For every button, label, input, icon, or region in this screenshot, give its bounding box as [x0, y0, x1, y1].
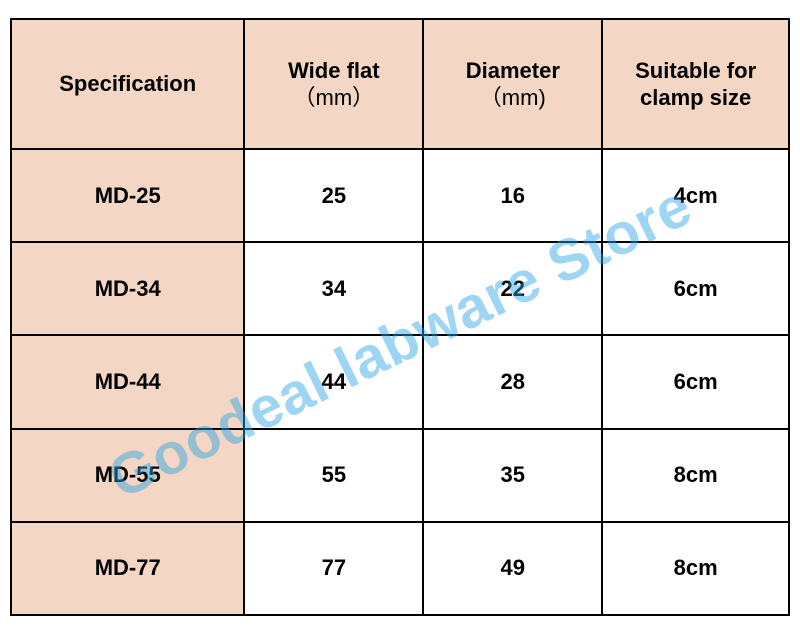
cell-spec: MD-44	[11, 335, 244, 428]
page-container: Specification Wide flat （mm） Diameter （m…	[0, 0, 800, 634]
cell-wide: 34	[244, 242, 423, 335]
header-diameter: Diameter （mm)	[423, 19, 602, 149]
cell-dia: 28	[423, 335, 602, 428]
header-wide-flat: Wide flat （mm）	[244, 19, 423, 149]
header-sub: （mm)	[480, 85, 546, 110]
cell-clamp: 8cm	[602, 522, 789, 615]
cell-dia: 22	[423, 242, 602, 335]
header-label: Diameter	[466, 58, 560, 83]
header-label: Suitable for clamp size	[635, 58, 756, 111]
cell-wide: 25	[244, 149, 423, 242]
cell-spec: MD-77	[11, 522, 244, 615]
cell-dia: 49	[423, 522, 602, 615]
cell-clamp: 6cm	[602, 335, 789, 428]
header-specification: Specification	[11, 19, 244, 149]
table-row: MD-34 34 22 6cm	[11, 242, 789, 335]
header-row: Specification Wide flat （mm） Diameter （m…	[11, 19, 789, 149]
spec-table: Specification Wide flat （mm） Diameter （m…	[10, 18, 790, 616]
cell-wide: 44	[244, 335, 423, 428]
table-row: MD-77 77 49 8cm	[11, 522, 789, 615]
cell-clamp: 8cm	[602, 429, 789, 522]
table-row: MD-25 25 16 4cm	[11, 149, 789, 242]
cell-spec: MD-25	[11, 149, 244, 242]
table-row: MD-55 55 35 8cm	[11, 429, 789, 522]
cell-clamp: 6cm	[602, 242, 789, 335]
cell-spec: MD-55	[11, 429, 244, 522]
header-label: Wide flat	[288, 58, 379, 83]
header-label: Specification	[59, 71, 196, 96]
cell-clamp: 4cm	[602, 149, 789, 242]
cell-wide: 77	[244, 522, 423, 615]
cell-wide: 55	[244, 429, 423, 522]
table-row: MD-44 44 28 6cm	[11, 335, 789, 428]
cell-dia: 16	[423, 149, 602, 242]
cell-dia: 35	[423, 429, 602, 522]
header-clamp-size: Suitable for clamp size	[602, 19, 789, 149]
cell-spec: MD-34	[11, 242, 244, 335]
header-sub: （mm）	[294, 85, 375, 110]
